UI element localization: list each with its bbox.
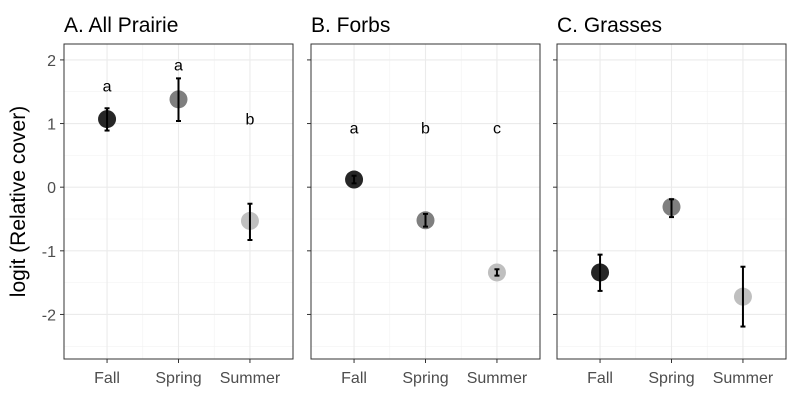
significance-label: a bbox=[103, 78, 112, 95]
y-axis-label: logit (Relative cover) bbox=[7, 106, 30, 297]
significance-label: b bbox=[245, 111, 254, 128]
panel-title: A. All Prairie bbox=[64, 14, 178, 37]
x-tick-label: Summer bbox=[713, 370, 774, 387]
panel-1: A. All Prairie 2 1 0 -1 -2 Fall Spring Summer a a b bbox=[42, 14, 294, 387]
x-tick-label: Summer bbox=[467, 370, 528, 387]
significance-label: a bbox=[350, 120, 359, 137]
y-tick-label: -2 bbox=[42, 307, 56, 324]
panel-2: B. Forbs Fall Spring Summer a b c bbox=[307, 14, 541, 387]
x-tick-label: Spring bbox=[648, 370, 694, 387]
significance-label: b bbox=[421, 120, 430, 137]
x-tick-label: Fall bbox=[587, 370, 613, 387]
panel-title: C. Grasses bbox=[557, 14, 662, 37]
x-tick-label: Spring bbox=[402, 370, 448, 387]
x-tick-label: Spring bbox=[155, 370, 201, 387]
y-tick-label: 0 bbox=[47, 180, 56, 197]
x-tick-label: Fall bbox=[341, 370, 367, 387]
y-tick-label: 2 bbox=[47, 53, 56, 70]
significance-label: c bbox=[493, 120, 501, 137]
significance-label: a bbox=[174, 57, 183, 74]
x-tick-label: Fall bbox=[94, 370, 120, 387]
panel-3: C. Grasses Fall Spring Summer bbox=[553, 14, 787, 387]
panel-title: B. Forbs bbox=[311, 14, 390, 37]
x-tick-label: Summer bbox=[220, 370, 281, 387]
y-tick-label: 1 bbox=[47, 117, 56, 134]
y-tick-label: -1 bbox=[42, 244, 56, 261]
